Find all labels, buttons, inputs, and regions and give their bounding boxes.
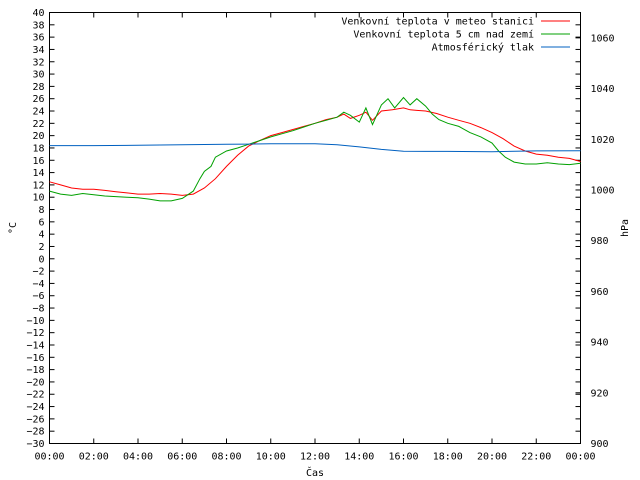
left-tick-label: 16 bbox=[32, 156, 44, 167]
legend-label: Atmosférický tlak bbox=[432, 42, 534, 54]
x-axis-label: Čas bbox=[306, 466, 324, 479]
left-tick-label: 18 bbox=[32, 143, 44, 154]
left-tick-label: 4 bbox=[38, 230, 44, 241]
left-tick-label: 14 bbox=[32, 168, 44, 179]
left-tick-label: −22 bbox=[26, 390, 44, 401]
left-tick-label: −18 bbox=[26, 365, 44, 376]
left-tick-label: 34 bbox=[32, 45, 44, 56]
x-tick-label: 00:00 bbox=[565, 452, 595, 463]
x-tick-label: 14:00 bbox=[344, 452, 374, 463]
left-tick-label: −24 bbox=[26, 402, 44, 413]
x-tick-label: 06:00 bbox=[167, 452, 197, 463]
left-tick-label: 24 bbox=[32, 107, 44, 118]
left-tick-label: 28 bbox=[32, 82, 44, 93]
left-tick-label: −8 bbox=[32, 304, 44, 315]
series-lines bbox=[49, 96, 581, 202]
right-tick-label: 1000 bbox=[591, 185, 615, 196]
left-tick-label: 26 bbox=[32, 94, 44, 105]
x-tick-label: 08:00 bbox=[211, 452, 241, 463]
left-tick-label: −14 bbox=[26, 340, 44, 351]
left-tick-label: 32 bbox=[32, 57, 44, 68]
series-line-2 bbox=[49, 96, 581, 202]
right-tick-label: 1040 bbox=[591, 84, 615, 95]
y-axis-right-label: hPa bbox=[620, 219, 631, 237]
right-tick-label: 960 bbox=[591, 287, 609, 298]
left-tick-label: −16 bbox=[26, 353, 44, 364]
right-tick-label: 1020 bbox=[591, 135, 615, 146]
legend: Venkovní teplota v meteo staniciVenkovní… bbox=[341, 16, 570, 54]
x-tick-label: 04:00 bbox=[123, 452, 153, 463]
x-tick-label: 16:00 bbox=[388, 452, 418, 463]
right-tick-label: 900 bbox=[591, 439, 609, 450]
left-tick-label: 8 bbox=[38, 205, 44, 216]
x-tick-label: 22:00 bbox=[521, 452, 551, 463]
left-tick-label: 38 bbox=[32, 20, 44, 31]
left-tick-label: 20 bbox=[32, 131, 44, 142]
left-tick-label: −12 bbox=[26, 328, 44, 339]
x-tick-label: 12:00 bbox=[300, 452, 330, 463]
plot-frame bbox=[49, 12, 581, 444]
series-line-3 bbox=[49, 143, 581, 153]
right-tick-label: 940 bbox=[591, 338, 609, 349]
left-tick-label: −6 bbox=[32, 291, 44, 302]
x-tick-label: 00:00 bbox=[34, 452, 64, 463]
left-tick-label: 10 bbox=[32, 193, 44, 204]
left-tick-label: −2 bbox=[32, 267, 44, 278]
x-tick-label: 18:00 bbox=[433, 452, 463, 463]
left-tick-label: 0 bbox=[38, 254, 44, 265]
x-tick-label: 02:00 bbox=[79, 452, 109, 463]
right-tick-label: 920 bbox=[591, 388, 609, 399]
left-axis: −30−28−26−24−22−20−18−16−14−12−10−8−6−4−… bbox=[26, 8, 581, 450]
x-axis: 00:00 02:00 04:00 06:00 08:00 10:00 12:00 14:00… bbox=[34, 12, 596, 463]
left-tick-label: 12 bbox=[32, 180, 44, 191]
right-tick-label: 1060 bbox=[591, 33, 615, 44]
left-tick-label: 30 bbox=[32, 70, 44, 81]
right-tick-label: 980 bbox=[591, 236, 609, 247]
left-tick-label: −4 bbox=[32, 279, 44, 290]
left-tick-label: −20 bbox=[26, 377, 44, 388]
left-tick-label: −28 bbox=[26, 427, 44, 438]
left-tick-label: 22 bbox=[32, 119, 44, 130]
x-tick-label: 20:00 bbox=[477, 452, 507, 463]
left-tick-label: −30 bbox=[26, 439, 44, 450]
left-tick-label: 40 bbox=[32, 8, 44, 19]
y-axis-left-label: °C bbox=[8, 222, 19, 234]
left-tick-label: −10 bbox=[26, 316, 44, 327]
x-tick-label: 10:00 bbox=[256, 452, 286, 463]
left-tick-label: 6 bbox=[38, 217, 44, 228]
right-axis: 900 920 940 960 980 1000 1020 1040 1060 bbox=[575, 33, 615, 450]
legend-label: Venkovní teplota 5 cm nad zemí bbox=[353, 29, 534, 41]
left-tick-label: −26 bbox=[26, 414, 44, 425]
left-tick-label: 36 bbox=[32, 33, 44, 44]
left-tick-label: 2 bbox=[38, 242, 44, 253]
legend-label: Venkovní teplota v meteo stanici bbox=[341, 16, 534, 28]
